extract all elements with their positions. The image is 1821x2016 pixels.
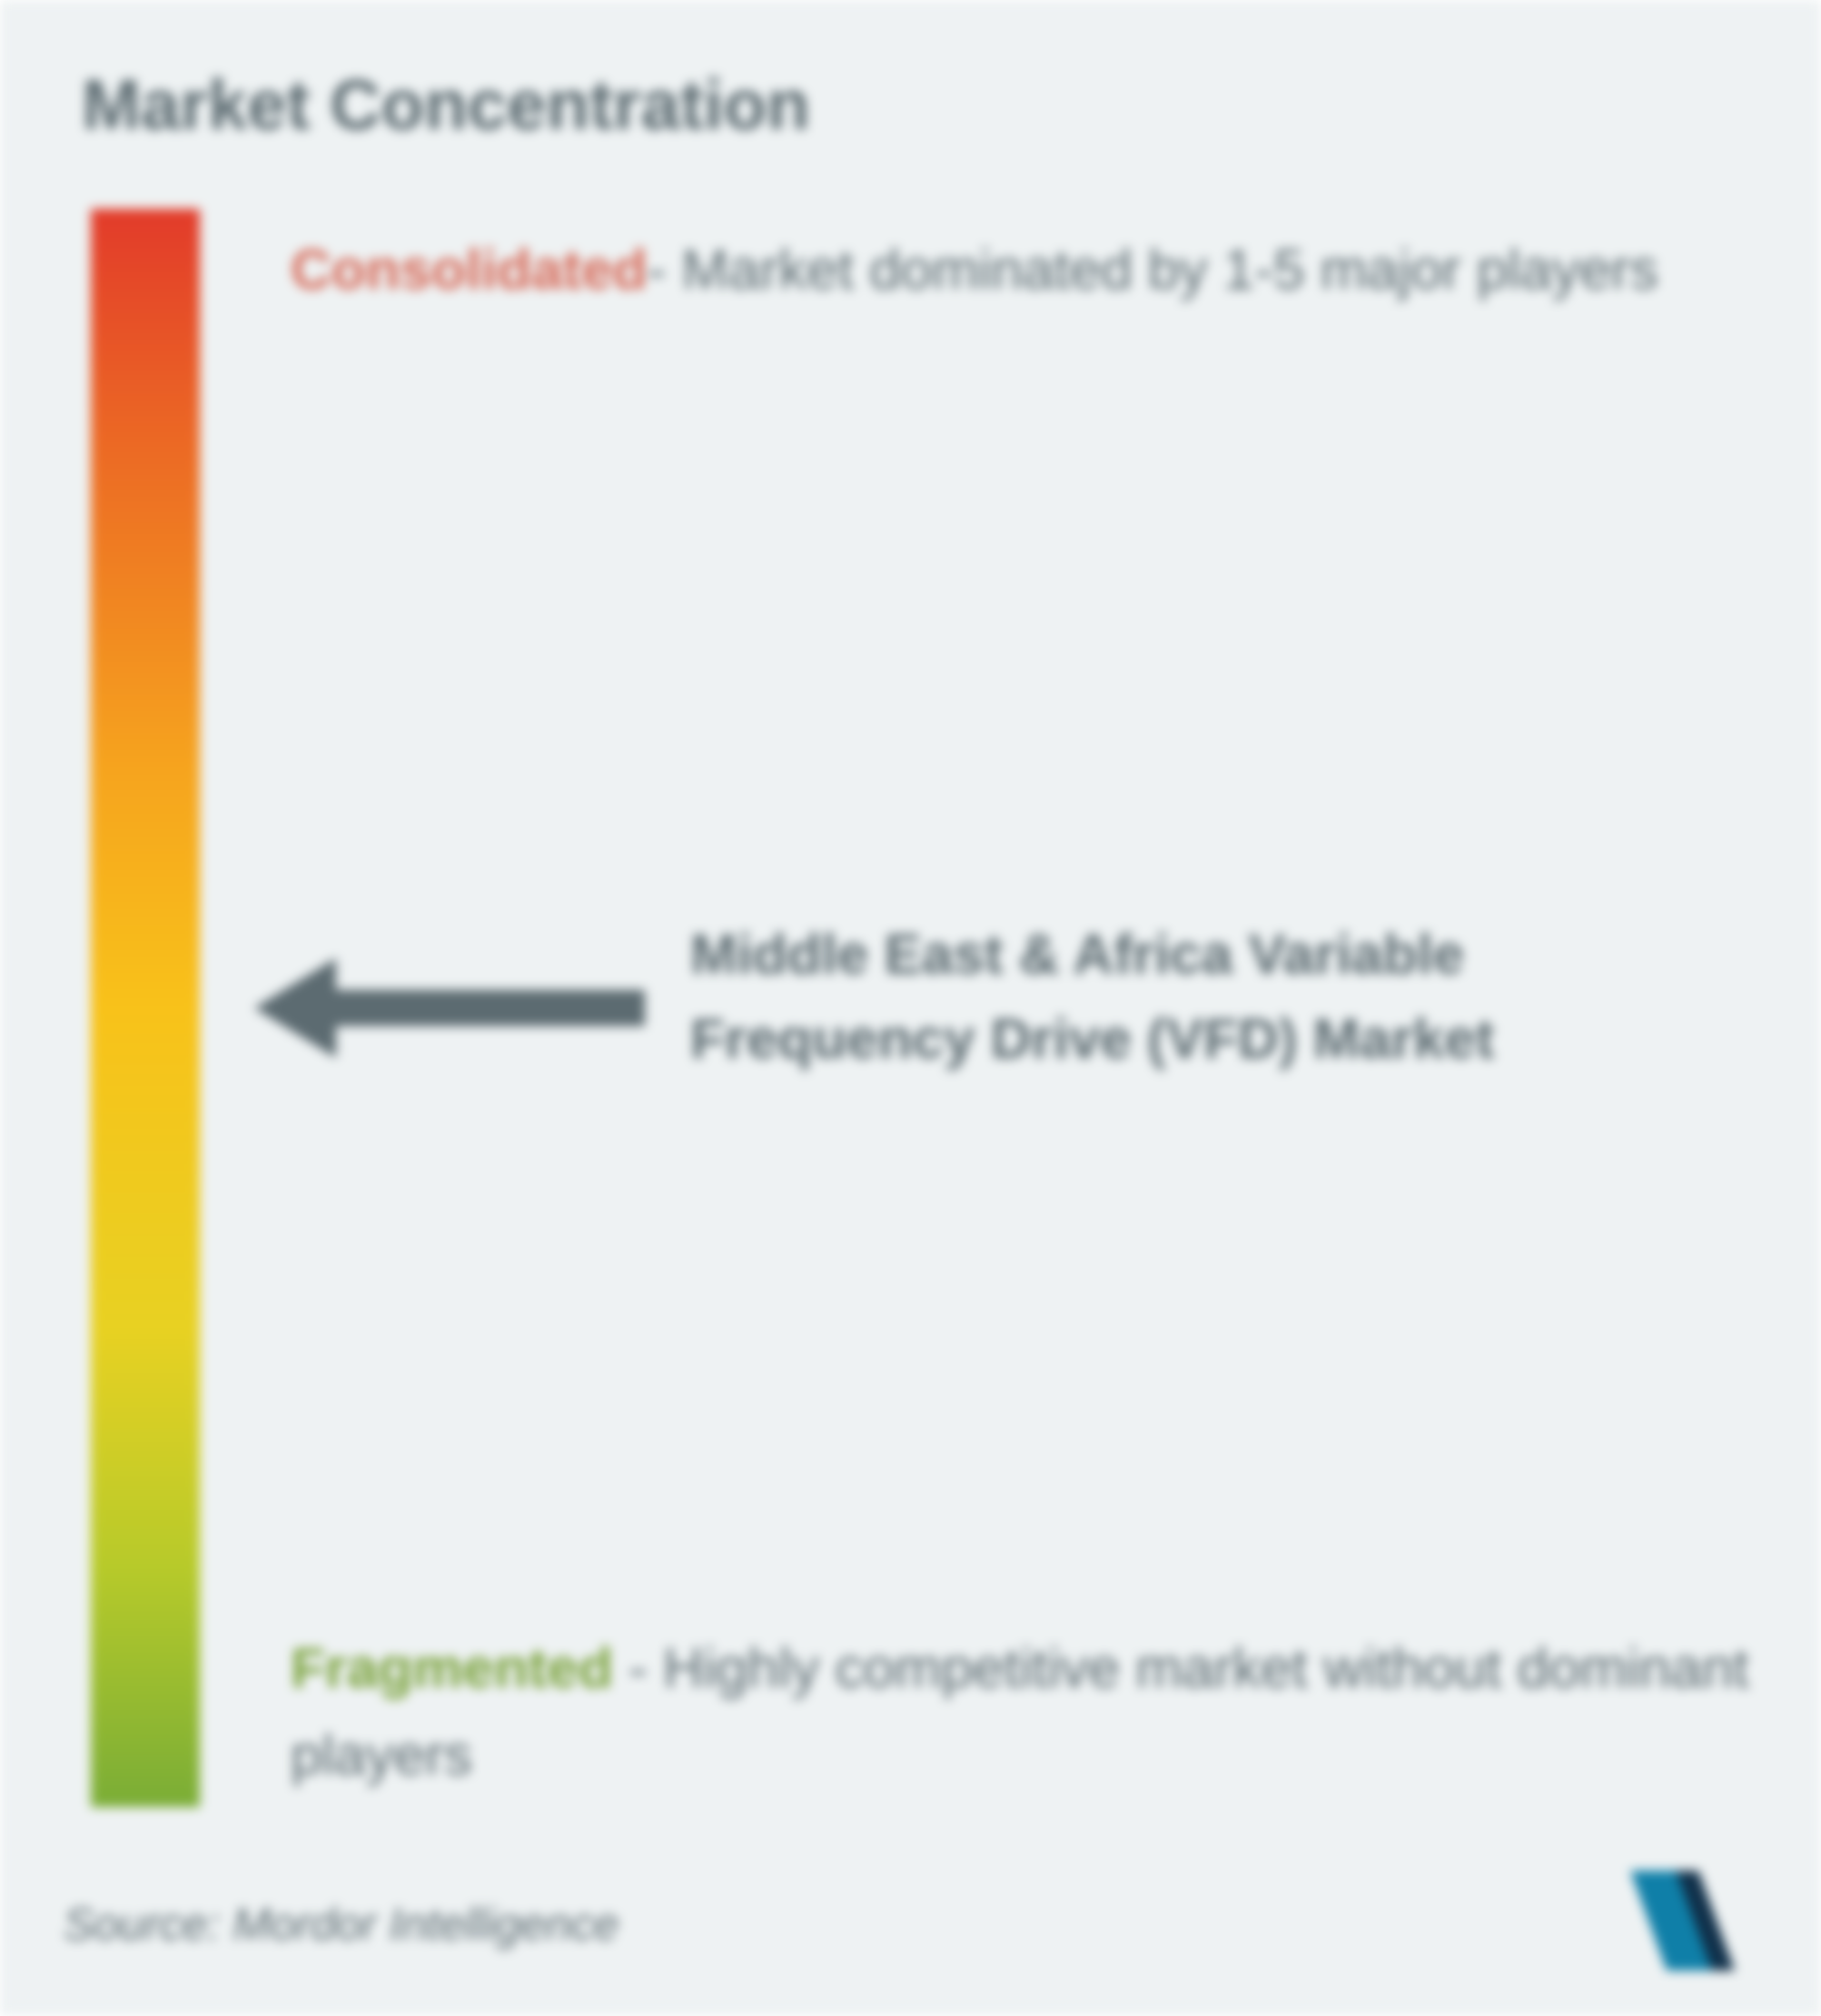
brand-logo <box>1617 1862 1771 1984</box>
pointer-arrow <box>254 958 645 1058</box>
arrow-left-icon <box>254 958 645 1058</box>
source-attribution: Source: Mordor Intelligence <box>64 1898 619 1951</box>
concentration-gradient-bar <box>91 209 200 1807</box>
market-name-label: Middle East & Africa Variable Frequency … <box>690 913 1735 1082</box>
logo-icon <box>1617 1862 1771 1980</box>
chart-title: Market Concentration <box>82 64 810 146</box>
fragmented-lead: Fragmented <box>291 1637 613 1700</box>
fragmented-label: Fragmented - Highly competitive market w… <box>291 1626 1762 1800</box>
market-name-line2: Frequency Drive (VFD) Market <box>690 1008 1494 1071</box>
consolidated-label: Consolidated- Market dominated by 1-5 ma… <box>291 227 1698 314</box>
consolidated-rest: - Market dominated by 1-5 major players <box>648 239 1658 301</box>
market-name-line1: Middle East & Africa Variable <box>690 924 1464 986</box>
infographic-canvas: Market Concentration Consolidated- Marke… <box>0 0 1821 2016</box>
consolidated-lead: Consolidated <box>291 239 648 301</box>
